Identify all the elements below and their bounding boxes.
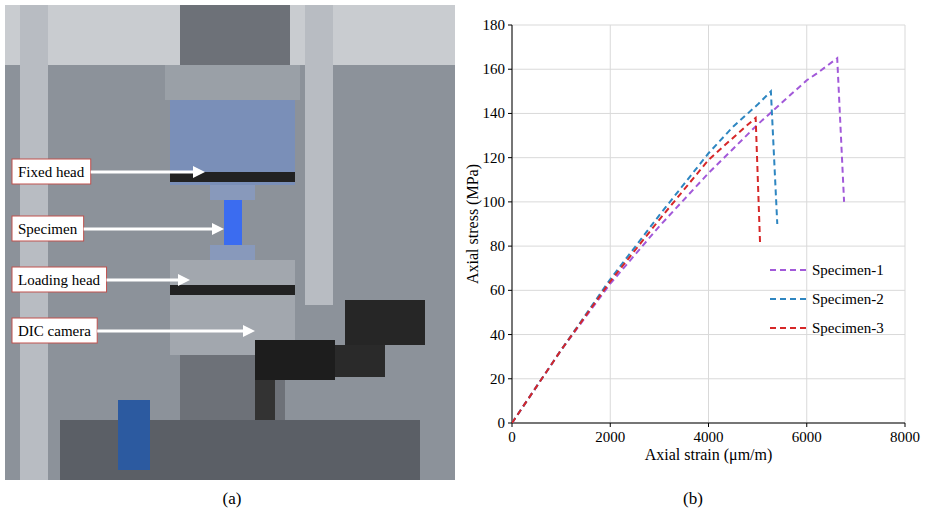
tick bbox=[512, 423, 513, 427]
photo-background bbox=[5, 5, 455, 480]
tick-label: 20 bbox=[490, 371, 505, 387]
grid-line bbox=[806, 25, 807, 423]
tick-label: 8000 bbox=[890, 429, 920, 445]
tick-label: 100 bbox=[483, 194, 506, 210]
grid-line bbox=[512, 157, 905, 158]
callout: Specimen bbox=[12, 216, 224, 241]
legend-swatch bbox=[770, 269, 808, 271]
series-line bbox=[512, 58, 844, 423]
callout-arrow bbox=[107, 279, 182, 282]
callout-arrow bbox=[91, 171, 197, 174]
axis-title: Axial strain (μm/m) bbox=[645, 446, 773, 464]
callout-box bbox=[12, 216, 84, 241]
callout-box bbox=[12, 267, 107, 292]
legend-label: Specimen-1 bbox=[812, 262, 884, 278]
grid-line bbox=[512, 246, 905, 247]
callout-arrowhead bbox=[212, 223, 224, 235]
callout-box bbox=[12, 159, 91, 184]
legend-label: Specimen-3 bbox=[812, 320, 884, 336]
legend-swatch bbox=[770, 298, 808, 300]
light-source bbox=[345, 300, 425, 345]
tick-label: 0 bbox=[498, 415, 506, 431]
grid-line bbox=[512, 25, 905, 26]
axis-title: Axial stress (MPa) bbox=[464, 164, 482, 284]
series-line bbox=[512, 91, 777, 423]
callout: Loading head bbox=[12, 267, 190, 292]
tick bbox=[508, 423, 512, 424]
series-line bbox=[512, 118, 760, 423]
photo-ceiling bbox=[5, 5, 455, 65]
panel-caption: (b) bbox=[683, 489, 703, 508]
tick-label: 180 bbox=[483, 17, 506, 33]
grid-line bbox=[512, 113, 905, 114]
tick bbox=[708, 423, 709, 427]
grid-line bbox=[512, 69, 905, 70]
table bbox=[60, 420, 420, 480]
tick bbox=[508, 157, 512, 158]
tick bbox=[508, 69, 512, 70]
tick-label: 2000 bbox=[595, 429, 625, 445]
loading-head-band bbox=[170, 285, 295, 295]
callout-arrow bbox=[97, 330, 247, 333]
callout-label: DIC camera bbox=[18, 323, 91, 339]
callout-label: Loading head bbox=[18, 272, 101, 288]
dic-camera bbox=[255, 340, 335, 380]
fixed-head-top bbox=[165, 65, 300, 100]
photo-panel: Fixed head Specimen Loading head DIC camera bbox=[5, 5, 455, 480]
tick-label: 140 bbox=[483, 105, 506, 121]
tick bbox=[508, 378, 512, 379]
tick bbox=[508, 246, 512, 247]
tick bbox=[806, 423, 807, 427]
legend-swatch bbox=[770, 327, 808, 329]
tick bbox=[508, 334, 512, 335]
plot-area bbox=[512, 25, 905, 423]
tick-label: 0 bbox=[508, 429, 516, 445]
callout-label: Fixed head bbox=[18, 164, 85, 180]
grid-line bbox=[512, 378, 905, 379]
grip bbox=[210, 185, 255, 200]
callout-arrowhead bbox=[193, 166, 205, 178]
column bbox=[20, 5, 48, 480]
dic-lens bbox=[335, 345, 385, 377]
column bbox=[305, 5, 333, 305]
legend: Specimen-1 Specimen-2 Specimen-3 bbox=[770, 262, 884, 336]
tick-label: 120 bbox=[483, 150, 506, 166]
callout-arrowhead bbox=[178, 274, 190, 286]
callout-arrowhead bbox=[243, 325, 255, 337]
grid-line bbox=[512, 201, 905, 202]
tick-label: 6000 bbox=[792, 429, 822, 445]
y-axis bbox=[512, 25, 513, 423]
chart-panel: 0 2000 4000 6000 8000 0 20 40 60 80 100 120 140 160 18… bbox=[464, 17, 920, 464]
callout-arrow bbox=[84, 228, 216, 231]
box bbox=[118, 400, 150, 470]
grid-line bbox=[708, 25, 709, 423]
grid-line bbox=[610, 25, 611, 423]
tick bbox=[610, 423, 611, 427]
tick bbox=[508, 113, 512, 114]
tick-label: 160 bbox=[483, 61, 506, 77]
figure: Fixed head Specimen Loading head DIC camera… bbox=[0, 0, 928, 517]
tick bbox=[905, 423, 906, 427]
tick-label: 4000 bbox=[694, 429, 724, 445]
tick bbox=[508, 25, 512, 26]
tick bbox=[508, 290, 512, 291]
grid-line bbox=[905, 25, 906, 423]
panel-caption: (a) bbox=[223, 489, 242, 508]
callout-label: Specimen bbox=[18, 221, 78, 237]
callout-box bbox=[12, 318, 97, 343]
tick-label: 80 bbox=[490, 238, 505, 254]
callout: DIC camera bbox=[12, 318, 255, 343]
tick bbox=[508, 201, 512, 202]
crosshead bbox=[180, 5, 290, 65]
series-group bbox=[512, 58, 844, 423]
grip bbox=[210, 245, 255, 260]
specimen bbox=[224, 200, 242, 245]
callout: Fixed head bbox=[12, 159, 205, 184]
tick-label: 40 bbox=[490, 327, 505, 343]
legend-label: Specimen-2 bbox=[812, 291, 884, 307]
grid-line bbox=[512, 25, 513, 423]
tick-label: 60 bbox=[490, 282, 505, 298]
